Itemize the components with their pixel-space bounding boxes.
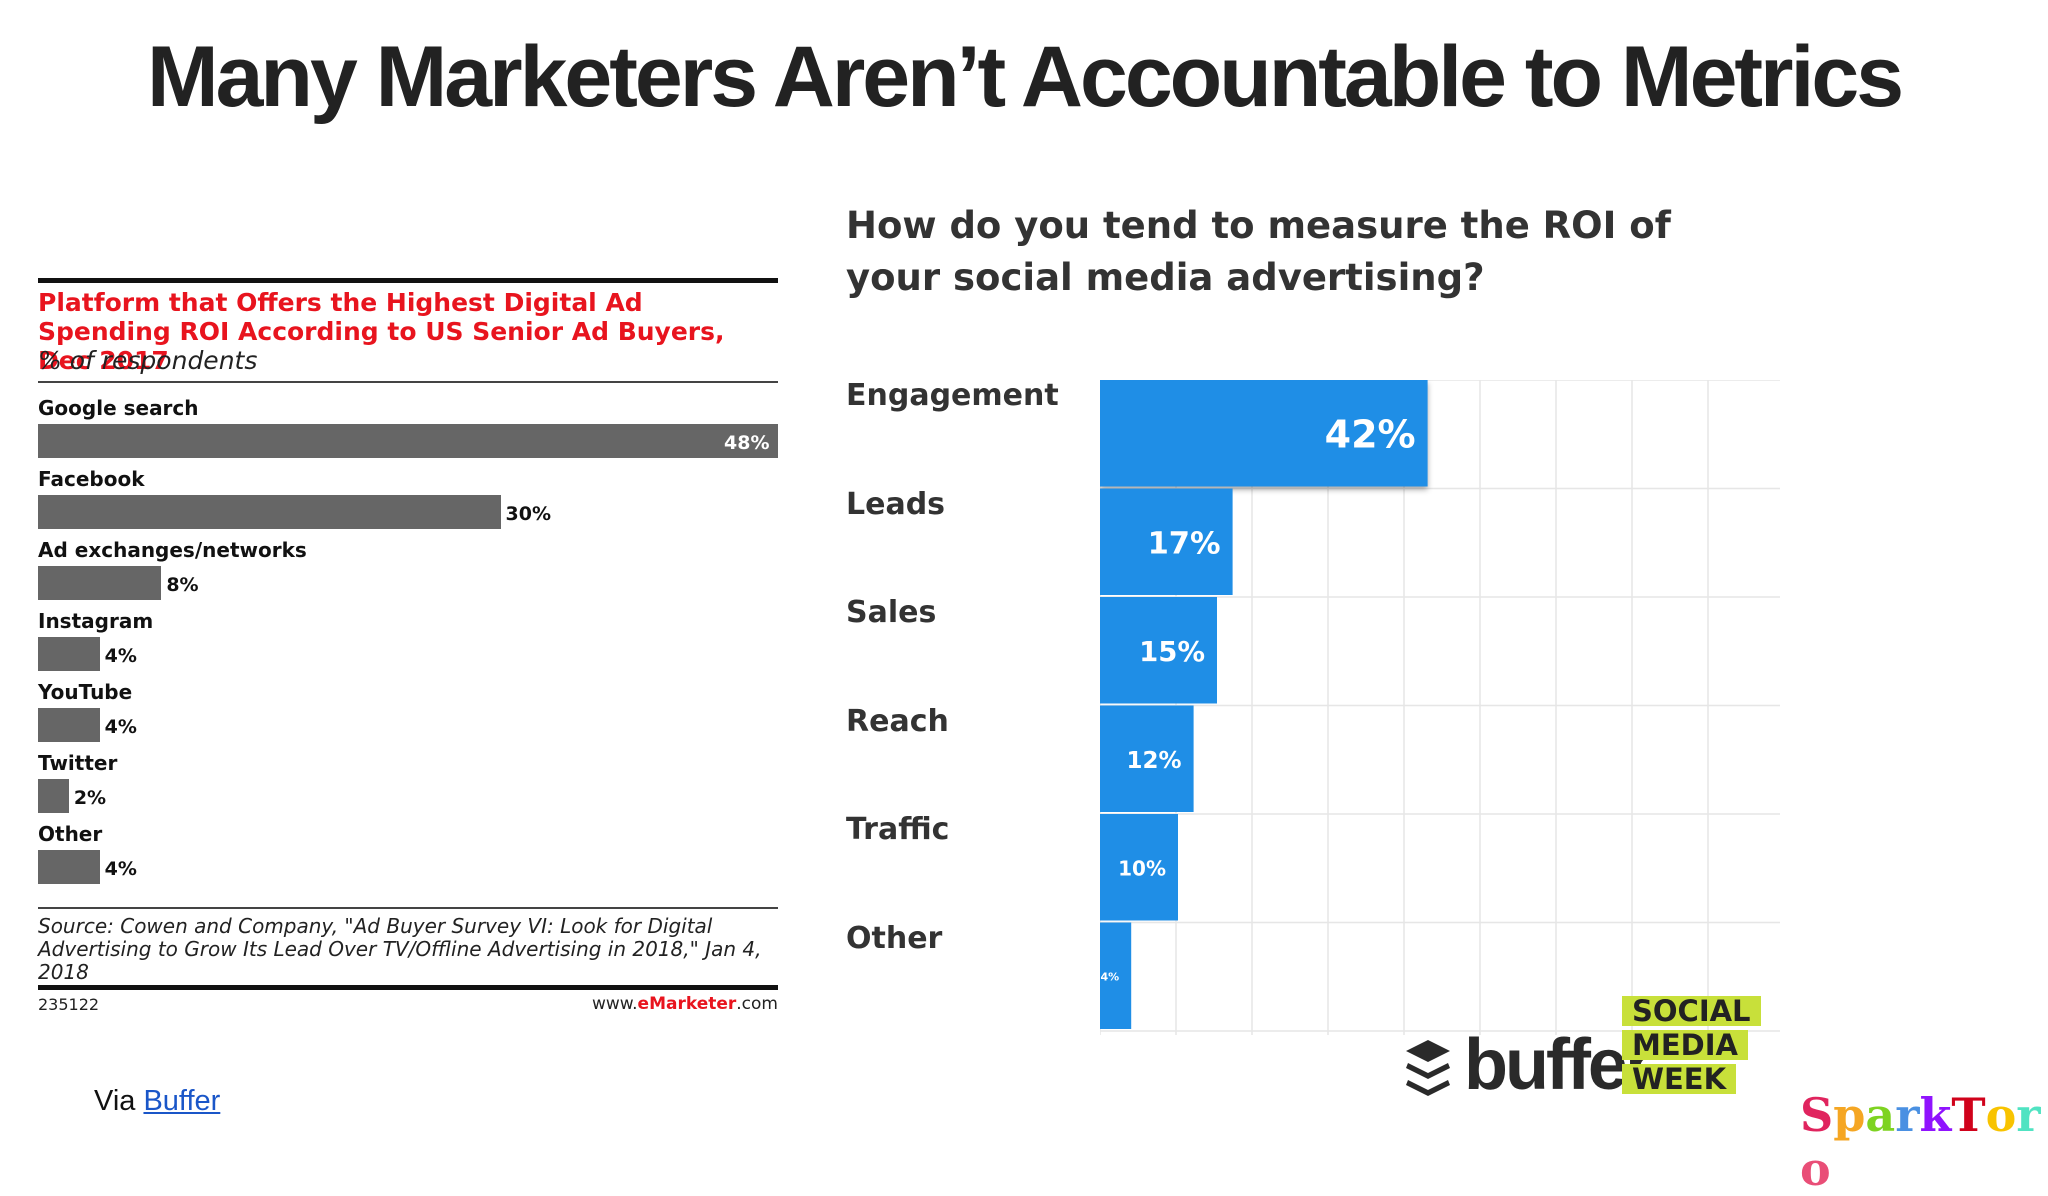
brand-suffix: .com: [736, 994, 778, 1014]
bar-label: Ad exchanges/networks: [38, 538, 307, 562]
buffer-bar-value-label: 12%: [1127, 748, 1182, 774]
buffer-bar-value-label: 15%: [1139, 636, 1205, 668]
brand-prefix: www.: [591, 994, 638, 1014]
buffer-bar: [1100, 597, 1217, 704]
smw-line-3: WEEK: [1622, 1064, 1737, 1094]
buffer-bar: [1100, 380, 1428, 487]
bar-value-label: 2%: [73, 787, 107, 809]
sparktoro-letter: a: [1865, 1088, 1896, 1142]
buffer-category-label: Other: [846, 920, 943, 956]
buffer-bar: [1100, 922, 1132, 1029]
buffer-stack-icon: [1406, 1040, 1450, 1096]
via-prefix: Via: [94, 1085, 136, 1117]
smw-line-2: MEDIA: [1622, 1030, 1748, 1060]
buffer-bar-value-label: 42%: [1325, 413, 1416, 457]
header-rule: [38, 381, 778, 383]
buffer-wordmark: buffer: [1464, 1025, 1653, 1105]
via-credit: Via Buffer: [94, 1085, 220, 1118]
bar-row-0: Google search 48%: [38, 396, 778, 467]
bottom-rule: [38, 985, 778, 990]
bar-row-6: Other 4%: [38, 822, 778, 893]
brand-name: eMarketer: [637, 994, 737, 1014]
sparktoro-letter: S: [1800, 1088, 1834, 1142]
bar-value-label: 8%: [166, 574, 199, 596]
sparktoro-letter: o: [1985, 1088, 2017, 1142]
buffer-chart-svg: 42% 17% 15% 12% 10% 4%: [1100, 380, 1780, 1035]
bar-row-3: Instagram 4%: [38, 609, 778, 680]
buffer-category-label: Sales: [846, 595, 937, 630]
buffer-bar-value-label: 4%: [1101, 971, 1120, 984]
sparktoro-logo: SparkToro: [1800, 1088, 2048, 1196]
buffer-category-label: Engagement: [846, 378, 1059, 413]
buffer-bar: [1100, 814, 1178, 921]
emarketer-bars: Google search 48% Facebook 30% Ad exchanges/…: [38, 396, 778, 884]
emarketer-source: Source: Cowen and Company, "Ad Buyer Sur…: [38, 914, 762, 984]
bar-value-label: 30%: [505, 503, 551, 525]
bar-value-label: 4%: [104, 645, 137, 667]
sparktoro-letter: r: [2016, 1088, 2041, 1142]
buffer-bar-value-label: 10%: [1118, 856, 1166, 880]
buffer-category-label: Leads: [846, 486, 946, 522]
bar: [38, 495, 501, 529]
bar-label: Twitter: [38, 751, 118, 775]
buffer-bar: [1100, 488, 1233, 595]
bar: [38, 708, 100, 742]
top-rule: [38, 278, 778, 283]
buffer-chart-title: How do you tend to measure the ROI of yo…: [846, 204, 1671, 299]
social-media-week-logo: SOCIAL MEDIA WEEK: [1622, 996, 1780, 1098]
slide-title: Many Marketers Aren’t Accountable to Met…: [146, 29, 1904, 125]
buffer-category-label: Traffic: [846, 812, 950, 847]
sparktoro-letter: r: [1895, 1088, 1920, 1142]
bar-row-4: YouTube 4%: [38, 680, 778, 751]
bar-value-label: 48%: [724, 432, 770, 454]
bar: [38, 424, 778, 458]
sparktoro-letter: k: [1919, 1088, 1952, 1142]
bar: [38, 566, 162, 600]
bar-label: Google search: [38, 396, 199, 420]
buffer-bar-value-label: 17%: [1148, 526, 1221, 561]
bar-label: Instagram: [38, 609, 154, 633]
source-rule: [38, 907, 778, 909]
bar-value-label: 4%: [104, 716, 137, 738]
buffer-category-label: Reach: [846, 703, 949, 739]
bar: [38, 637, 100, 671]
emarketer-chart-title: Platform that Offers the Highest Digital…: [38, 288, 725, 375]
bar-label: Other: [38, 822, 103, 846]
emarketer-chart: Platform that Offers the Highest Digital…: [38, 278, 778, 1018]
bar: [38, 850, 100, 884]
bar-row-1: Facebook 30%: [38, 467, 778, 538]
emarketer-brand: www.eMarketer.com: [592, 994, 778, 1014]
sparktoro-letter: o: [1800, 1142, 1831, 1196]
buffer-chart: 42% 17% 15% 12% 10% 4%: [1100, 380, 1780, 1035]
sparktoro-letter: p: [1833, 1088, 1866, 1142]
sparktoro-letter: T: [1951, 1088, 1986, 1142]
bar: [38, 779, 69, 813]
bar-row-2: Ad exchanges/networks 8%: [38, 538, 778, 609]
buffer-logo: buffer: [1404, 1025, 1653, 1108]
buffer-bar: [1100, 705, 1194, 812]
smw-line-1: SOCIAL: [1622, 996, 1761, 1026]
bar-label: YouTube: [38, 680, 133, 704]
buffer-link[interactable]: Buffer: [143, 1085, 221, 1117]
emarketer-chart-subtitle: % of respondents: [38, 346, 258, 375]
bar-label: Facebook: [38, 467, 145, 491]
bar-row-5: Twitter 2%: [38, 751, 778, 822]
bar-value-label: 4%: [104, 858, 137, 880]
emarketer-chart-id: 235122: [38, 995, 100, 1014]
